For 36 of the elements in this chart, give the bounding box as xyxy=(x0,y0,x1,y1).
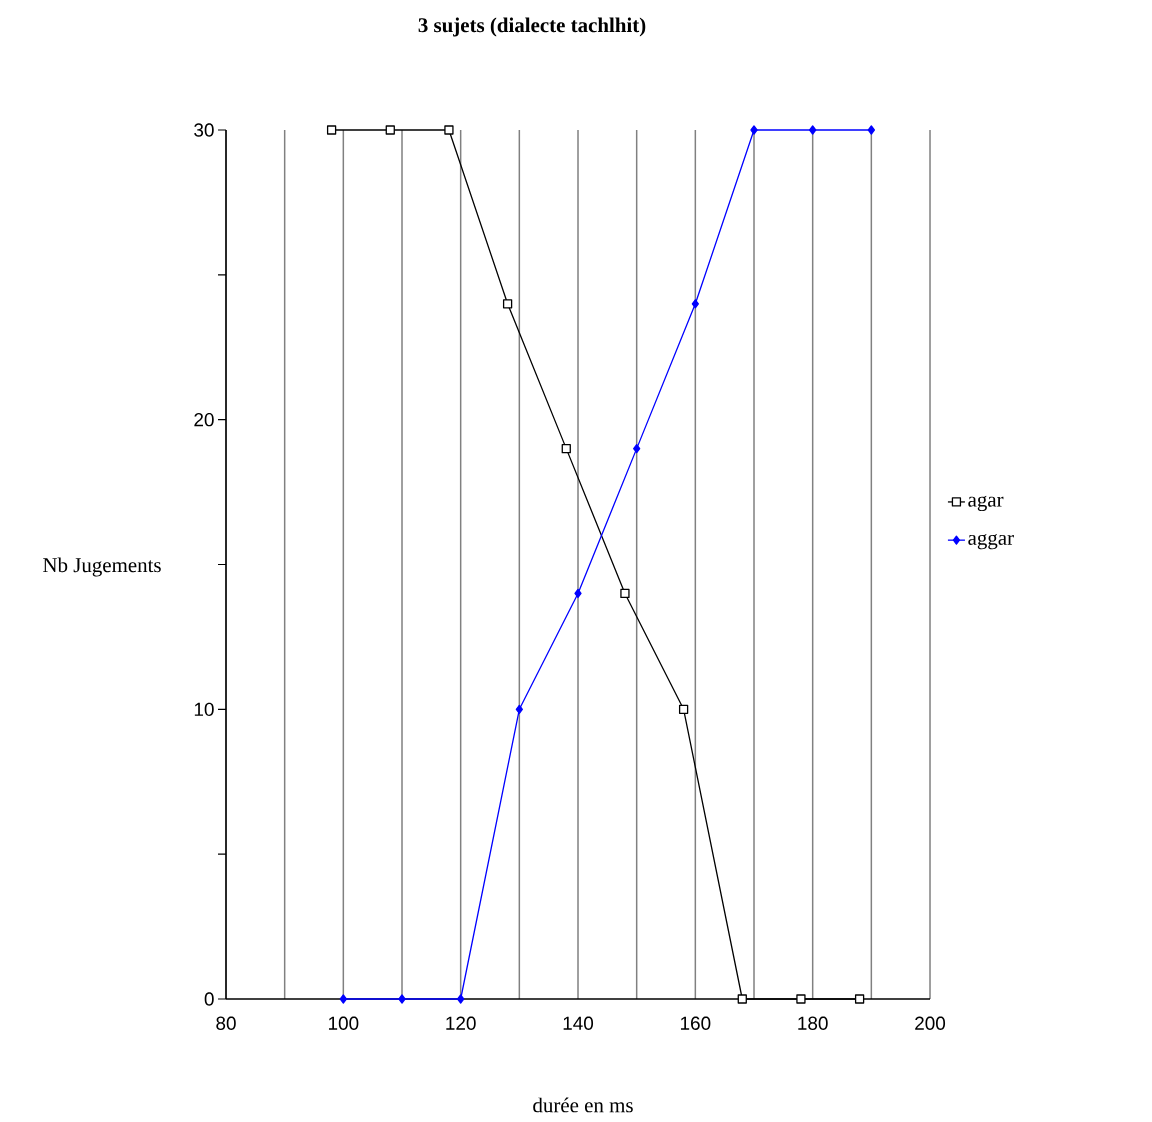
point xyxy=(339,994,347,1004)
x-tick-label: 100 xyxy=(328,1016,359,1030)
y-tick-label: 10 xyxy=(194,702,214,717)
y-axis-title: Nb Jugements xyxy=(43,557,161,577)
point xyxy=(326,125,337,135)
point xyxy=(867,125,875,135)
point xyxy=(561,443,571,454)
point xyxy=(574,588,582,599)
x-tick-label: 160 xyxy=(680,1016,711,1030)
point xyxy=(515,704,523,714)
point xyxy=(854,994,865,1004)
x-tick-label: 80 xyxy=(216,1016,236,1030)
point xyxy=(691,299,699,309)
point xyxy=(502,299,513,309)
x-axis-title: durée en ms xyxy=(533,1097,633,1113)
point xyxy=(385,125,395,135)
y-tick-label: 0 xyxy=(204,992,214,1006)
point xyxy=(809,125,817,135)
legend-label: agar xyxy=(968,495,1004,512)
x-tick-label: 120 xyxy=(446,1016,476,1030)
point xyxy=(457,994,465,1004)
chart-title: 3 sujets (dialecte tachlhit) xyxy=(418,17,646,37)
x-tick-label: 140 xyxy=(563,1016,594,1030)
point xyxy=(750,125,758,135)
legend-label: aggar xyxy=(968,534,1014,550)
x-tick-label: 200 xyxy=(915,1016,946,1030)
point xyxy=(796,994,806,1004)
point xyxy=(444,125,454,135)
x-tick-label: 180 xyxy=(798,1016,828,1030)
point xyxy=(737,994,747,1004)
point xyxy=(633,443,641,454)
point xyxy=(678,704,689,714)
y-tick-label: 30 xyxy=(194,123,214,137)
y-tick-label: 20 xyxy=(194,412,214,427)
point xyxy=(398,994,406,1004)
point xyxy=(620,588,630,599)
